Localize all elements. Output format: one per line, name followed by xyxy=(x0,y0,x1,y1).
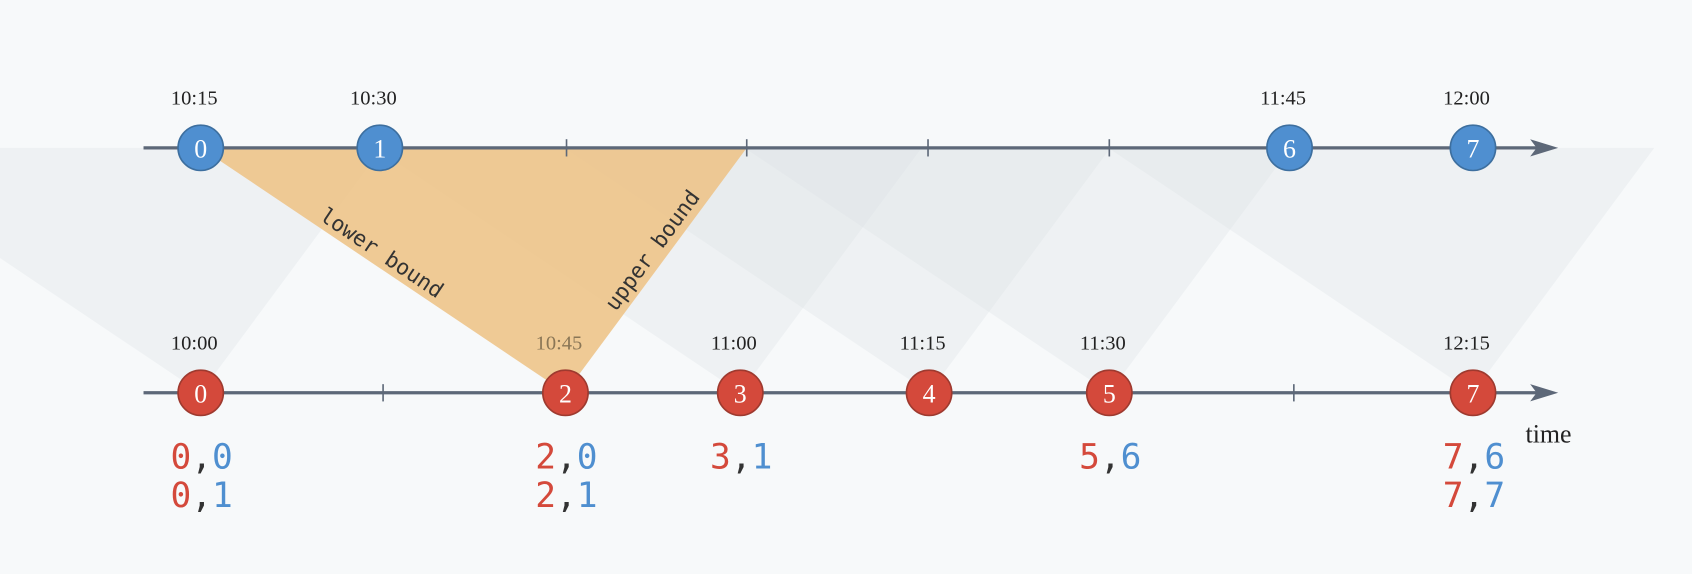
window-highlight xyxy=(200,147,747,393)
diagram-body: lower bound upper bound time 10:15010:30… xyxy=(0,88,1655,516)
pair: 3,1 xyxy=(710,437,772,477)
pair: 2,0 xyxy=(535,437,597,477)
window xyxy=(0,147,383,393)
event-node xyxy=(541,369,589,417)
pair-part: 2 xyxy=(535,437,556,477)
pair-part: 3 xyxy=(710,437,731,477)
join-windows xyxy=(0,147,1655,393)
pair: 7,6 xyxy=(1443,437,1505,477)
pair-part: , xyxy=(556,437,577,477)
event-label: 7 xyxy=(1467,380,1480,409)
pair-part: , xyxy=(191,437,212,477)
pair-part: 7 xyxy=(1443,476,1464,516)
pair-part: 7 xyxy=(1443,437,1464,477)
event-node xyxy=(177,369,225,417)
pair-part: , xyxy=(1100,437,1121,477)
pair-part: 6 xyxy=(1121,437,1142,477)
event-label: 5 xyxy=(1103,380,1116,409)
pair: 7,7 xyxy=(1443,476,1505,516)
event-node xyxy=(177,124,225,172)
timestamp: 11:00 xyxy=(711,333,757,355)
pair-part: 1 xyxy=(577,476,598,516)
nodes: 10:15 0 10:30 1 11:45 6 12:00 7 10:00 0 10:45 2 11:0… xyxy=(171,88,1497,417)
timestamp: 10:30 xyxy=(350,88,397,110)
event-label: 1 xyxy=(373,135,386,164)
pair-part: , xyxy=(556,476,577,516)
pair: 5,6 xyxy=(1079,437,1141,477)
event-node xyxy=(905,369,953,417)
event-label: 3 xyxy=(734,380,747,409)
pair-part: 0 xyxy=(170,476,191,516)
pair: 2,1 xyxy=(535,476,597,516)
event-node xyxy=(1449,369,1497,417)
timestamp: 11:45 xyxy=(1260,88,1306,110)
pair-part: , xyxy=(1464,437,1485,477)
event-label: 7 xyxy=(1467,135,1480,164)
pair-part: 2 xyxy=(535,476,556,516)
pairs: 0,00,12,02,13,1 5,6 7,67,7 xyxy=(170,437,1505,516)
event-label: 4 xyxy=(923,380,936,409)
event-label: 0 xyxy=(194,380,207,409)
event-node xyxy=(1266,124,1313,172)
event-node xyxy=(1085,369,1133,417)
event-node xyxy=(716,369,764,417)
arrow-head xyxy=(1530,384,1559,402)
event-node xyxy=(1449,124,1497,172)
pair-part: 6 xyxy=(1484,437,1505,477)
timestamp: 10:00 xyxy=(171,333,218,355)
arrow-head xyxy=(1530,139,1559,157)
timestamp: 12:15 xyxy=(1443,333,1490,355)
window xyxy=(1108,147,1655,393)
timestamp: 12:00 xyxy=(1443,88,1490,110)
timestamp: 11:30 xyxy=(1080,333,1126,355)
window xyxy=(744,147,1291,393)
pair-part: , xyxy=(191,476,212,516)
event-label: 2 xyxy=(559,380,572,409)
timestamp: 10:15 xyxy=(171,88,218,110)
pair-part: , xyxy=(731,437,752,477)
timestamp: 11:15 xyxy=(900,333,946,355)
event-label: 6 xyxy=(1283,135,1296,164)
event-node xyxy=(356,124,404,172)
pair-part: , xyxy=(1464,476,1485,516)
event-label: 0 xyxy=(194,135,207,164)
pair-part: 0 xyxy=(212,437,233,477)
pair-part: 0 xyxy=(170,437,191,477)
pair-part: 5 xyxy=(1079,437,1100,477)
pair-part: 1 xyxy=(212,476,233,516)
pair-part: 1 xyxy=(752,437,773,477)
timestamp: 10:45 xyxy=(536,333,583,355)
pair: 0,1 xyxy=(170,476,232,516)
pair-part: 7 xyxy=(1484,476,1505,516)
pair-part: 0 xyxy=(577,437,598,477)
time-label: time xyxy=(1526,419,1572,448)
pair: 0,0 xyxy=(170,437,232,477)
